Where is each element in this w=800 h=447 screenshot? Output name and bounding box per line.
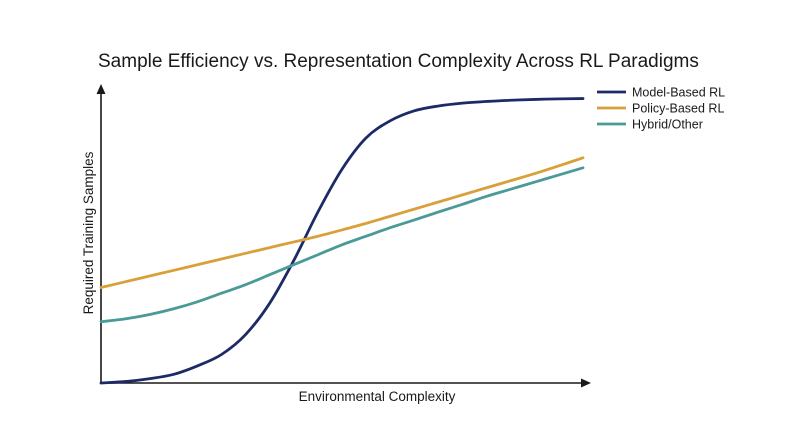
legend-label: Hybrid/Other <box>632 118 703 132</box>
legend-label: Policy-Based RL <box>632 102 724 116</box>
legend-item: Hybrid/Other <box>597 118 703 132</box>
series-line-model-based-rl <box>99 97 585 385</box>
y-axis-label: Required Training Samples <box>81 151 96 314</box>
x-axis-arrow-icon <box>581 378 591 388</box>
legend: Model-Based RL Policy-Based RL Hybrid/Othe… <box>597 86 725 132</box>
axes <box>96 84 591 388</box>
legend-item: Policy-Based RL <box>597 102 724 116</box>
x-axis-label: Environmental Complexity <box>299 389 456 404</box>
legend-label: Model-Based RL <box>632 86 725 100</box>
series-lines <box>99 97 585 385</box>
series-line-hybrid-other <box>99 166 585 324</box>
y-axis-arrow-icon <box>96 84 106 94</box>
series-line-policy-based-rl <box>99 156 585 289</box>
chart-title: Sample Efficiency vs. Representation Com… <box>98 51 699 72</box>
legend-item: Model-Based RL <box>597 86 725 100</box>
